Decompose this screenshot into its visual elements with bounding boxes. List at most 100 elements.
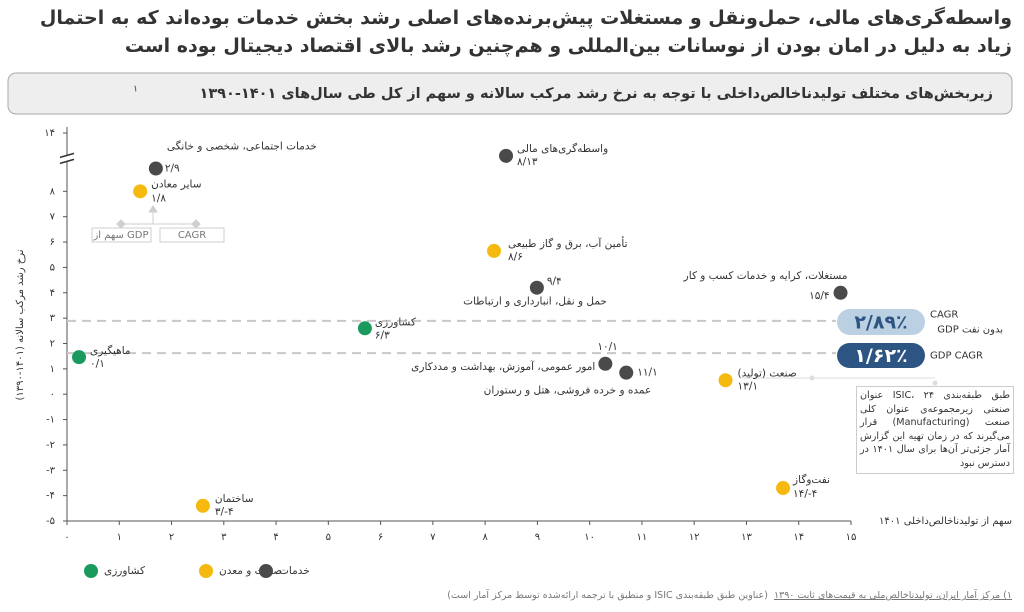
point-name: ساختمان (215, 493, 254, 505)
y-tick-label: -۳ (46, 465, 56, 476)
title-note: ۱ (133, 85, 138, 95)
y-tick-label: -۴ (46, 491, 55, 502)
point-name: خدمات اجتماعی، شخصی و خانگی (167, 140, 317, 153)
x-tick-label: ۵ (326, 532, 331, 543)
x-tick-label: ۳ (221, 532, 227, 543)
point (357, 321, 372, 336)
point-name: ماهیگیری (90, 344, 131, 357)
x-tick-label: ۶ (378, 532, 383, 543)
legend-marker (199, 564, 213, 578)
reference-value-label: ۲/۸۹٪ (854, 312, 907, 334)
point (529, 280, 544, 295)
x-tick-label: ۱۴ (793, 532, 804, 543)
key-example (91, 205, 225, 243)
point-value-label: ۱۱/۱ (637, 367, 657, 379)
y-tick-label: ۳ (50, 313, 56, 324)
point-value-label: ۱۵/۴ (809, 290, 829, 302)
point (619, 365, 634, 380)
reference-pill (837, 343, 925, 368)
point-name: تأمین آب، برق و گاز طبیعی (508, 236, 628, 250)
point (195, 498, 210, 513)
point-value-label: ۳/-۴ (215, 506, 234, 518)
point-value-label: ۲/۹ (165, 163, 180, 175)
footnote-source: ۱) مرکز آمار ایران، تولیدناخالص‌ملی به ق… (773, 590, 1012, 601)
point-value-label: ۱۰/۱ (597, 341, 617, 353)
y-tick-label: -۲ (46, 440, 55, 451)
point (133, 184, 148, 199)
point-value-label: ۸/۱۳ (517, 156, 538, 168)
annotation: طبق طبقه‌بندی ISIC، ۲۴ عنوان صنعتی زیرمج… (856, 386, 1014, 474)
reference-name: GDP بدون نفت (937, 325, 1003, 336)
point (487, 243, 502, 258)
point (499, 148, 514, 163)
x-tick-label: ۲ (169, 532, 174, 543)
x-axis-label: سهم از تولیدناخالص‌داخلی ۱۴۰۱ (879, 516, 1012, 527)
x-tick-label: ۱۲ (689, 532, 700, 543)
point-name: امور عمومی، آموزش، بهداشت و مددکاری (411, 360, 595, 373)
reference-name: CAGR (930, 310, 958, 321)
x-tick-label: ۱۱ (637, 532, 648, 543)
point-name: نفت‌وگاز (792, 473, 830, 486)
y-tick-label: ۸ (50, 186, 56, 197)
point-name: مستغلات، کرایه و خدمات کسب و کار (683, 270, 848, 282)
y-tick-label: ۷ (50, 212, 56, 223)
reference-pill (837, 309, 925, 335)
key-share-label: سهم از GDP (92, 230, 148, 241)
x-tick-label: ۷ (430, 532, 436, 543)
footnote-note: (عناوین طبق طبقه‌بندی ISIC و منطبق با تر… (447, 590, 768, 601)
x-tick-label: ۱۵ (846, 532, 857, 543)
y-axis-label: نرخ رشد مرکب سالانه (۱۴۰۱-۱۳۹۰) (15, 249, 26, 400)
point-value-label: ۶/۳ (375, 329, 390, 341)
legend-label: خدمات (279, 565, 310, 577)
point-name: حمل و نقل، انبارداری و ارتباطات (463, 296, 607, 308)
y-tick-label: ۶ (50, 237, 55, 248)
point-value-label: ۱/۸ (151, 192, 166, 204)
axis-break-mark (59, 152, 75, 159)
point-value-label: ۹/۴ (547, 276, 562, 288)
y-tick-label: ۱ (50, 364, 55, 375)
point-name: واسطه‌گری‌های مالی (517, 142, 608, 155)
x-tick-label: ۸ (482, 532, 488, 543)
point-name: عمده و خرده فروشی، هتل و رستوران (484, 385, 652, 397)
x-tick-label: ۰ (64, 532, 69, 543)
reference-name: GDP CAGR (930, 351, 983, 362)
x-tick-label: ۱ (117, 532, 122, 543)
point (72, 350, 87, 365)
y-tick-label: ۰ (50, 389, 55, 400)
reference-value-label: ۱/۶۲٪ (854, 345, 907, 367)
key-cagr-label: CAGR (178, 230, 206, 241)
y-tick-label: ۵ (50, 262, 55, 273)
point (833, 285, 848, 300)
x-tick-label: ۴ (273, 532, 278, 543)
annotation-connector-dot (809, 375, 815, 381)
point-value-label: ۰/۱ (90, 358, 105, 370)
heading: واسطه‌گری‌های مالی، حمل‌ونقل و مستغلات پ… (39, 7, 1012, 57)
y-tick-label: -۱ (46, 415, 55, 426)
key-marker (116, 205, 201, 229)
legend-marker (84, 564, 98, 578)
point-name: سایر معادن (151, 178, 201, 190)
axis-break-gap (59, 155, 75, 162)
point-value-label: ۱۳/۱ (738, 380, 758, 392)
point (776, 481, 791, 496)
point-value-label: ۱۴/-۴ (793, 488, 817, 500)
legend-label: کشاورزی (104, 565, 145, 577)
legend-marker (259, 564, 273, 578)
x-tick-label: ۱۰ (584, 532, 595, 543)
chart-title: زیربخش‌های مختلف تولیدناخالص‌داخلی با تو… (199, 86, 993, 102)
title-box (7, 72, 1013, 115)
y-tick-label: ۱۴ (44, 128, 55, 139)
x-tick-label: ۱۳ (741, 532, 752, 543)
y-tick-label: ۲ (50, 338, 55, 349)
key-box (159, 227, 225, 243)
x-tick-label: ۹ (535, 532, 540, 543)
y-tick-label: ۴ (50, 288, 55, 299)
y-tick-label: -۵ (46, 516, 55, 527)
point-name: صنعت (تولید) (738, 367, 797, 379)
annotation-connector-dot (932, 380, 938, 386)
point-value-label: ۸/۶ (508, 251, 523, 263)
point (148, 161, 163, 176)
point (598, 356, 613, 371)
